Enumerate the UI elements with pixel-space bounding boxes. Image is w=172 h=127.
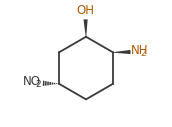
Text: OH: OH: [77, 4, 95, 17]
Polygon shape: [113, 50, 131, 54]
Text: 2: 2: [140, 49, 146, 58]
Text: NO: NO: [23, 75, 41, 89]
Text: 2: 2: [35, 80, 41, 89]
Text: NH: NH: [131, 44, 148, 57]
Polygon shape: [83, 19, 88, 37]
